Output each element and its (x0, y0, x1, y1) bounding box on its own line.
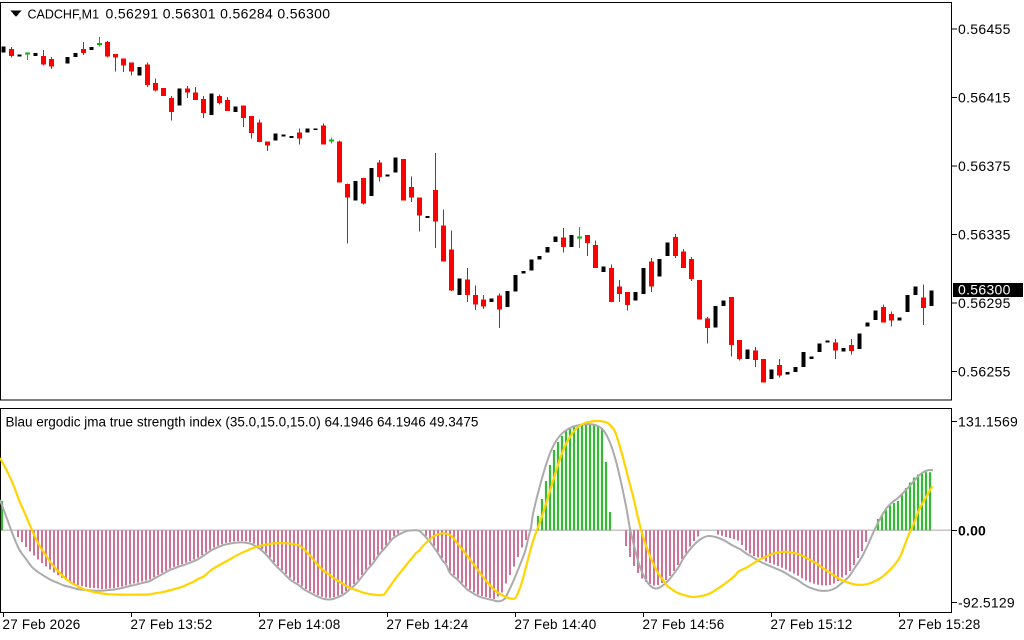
svg-text:27 Feb 14:24: 27 Feb 14:24 (387, 617, 469, 632)
svg-text:27 Feb 13:52: 27 Feb 13:52 (131, 617, 213, 632)
svg-text:0.56255: 0.56255 (958, 364, 1011, 380)
svg-text:131.1569: 131.1569 (958, 414, 1018, 430)
svg-text:Blau ergodic jma true strength: Blau ergodic jma true strength index (35… (6, 415, 479, 430)
svg-text:27 Feb 2026: 27 Feb 2026 (3, 617, 81, 632)
svg-text:CADCHF,M1: CADCHF,M1 (28, 7, 100, 21)
svg-text:0.56455: 0.56455 (958, 21, 1011, 37)
svg-text:27 Feb 14:40: 27 Feb 14:40 (515, 617, 597, 632)
svg-text:27 Feb 15:12: 27 Feb 15:12 (771, 617, 853, 632)
svg-text:0.56300: 0.56300 (958, 282, 1011, 298)
svg-text:0.56291 0.56301 0.56284 0.5630: 0.56291 0.56301 0.56284 0.56300 (106, 6, 331, 22)
svg-text:0.56415: 0.56415 (958, 89, 1011, 105)
svg-text:0.56335: 0.56335 (958, 227, 1011, 243)
svg-text:27 Feb 14:56: 27 Feb 14:56 (643, 617, 725, 632)
svg-text:0.56295: 0.56295 (958, 295, 1011, 311)
svg-text:27 Feb 15:28: 27 Feb 15:28 (899, 617, 981, 632)
svg-text:0.56375: 0.56375 (958, 158, 1011, 174)
svg-text:-92.5129: -92.5129 (958, 595, 1015, 611)
svg-text:0.00: 0.00 (958, 522, 986, 538)
svg-text:27 Feb 14:08: 27 Feb 14:08 (259, 617, 341, 632)
